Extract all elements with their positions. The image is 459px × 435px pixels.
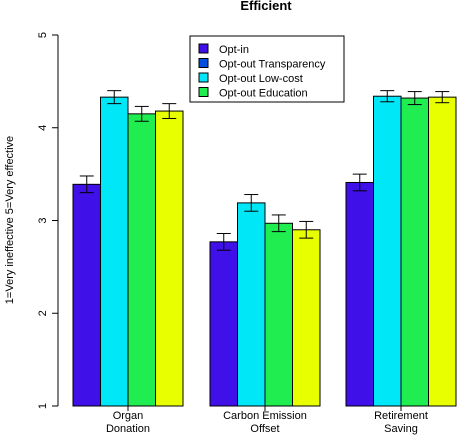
bar bbox=[237, 202, 266, 407]
legend-swatch bbox=[198, 58, 209, 68]
y-axis: 1 2 3 4 5 bbox=[37, 32, 59, 409]
legend-label: Opt-out Low-cost bbox=[219, 73, 303, 85]
bar bbox=[127, 113, 156, 407]
legend-box bbox=[189, 35, 345, 103]
bar bbox=[345, 181, 374, 407]
x-tick-label: Organ bbox=[113, 410, 144, 422]
x-tick-label: Offset bbox=[250, 423, 279, 435]
y-tick-label: 5 bbox=[37, 32, 49, 38]
y-tick-label: 3 bbox=[37, 217, 49, 223]
y-tick-label: 2 bbox=[37, 310, 49, 316]
legend-label: Opt-out Education bbox=[219, 88, 308, 100]
x-tick-label: Donation bbox=[106, 423, 150, 435]
bar bbox=[428, 96, 457, 407]
y-tick-label: 1 bbox=[37, 403, 49, 409]
bar bbox=[209, 241, 238, 407]
bar bbox=[155, 110, 184, 407]
x-tick-label: Saving bbox=[384, 423, 418, 435]
bar bbox=[292, 229, 321, 407]
legend-swatch bbox=[198, 72, 209, 83]
bar bbox=[264, 222, 293, 407]
x-tick-label: Carbon Emission bbox=[223, 410, 307, 422]
bar bbox=[373, 95, 402, 407]
bar bbox=[72, 183, 101, 407]
y-tick-label: 4 bbox=[37, 125, 49, 131]
x-tick-label: Retirement bbox=[374, 410, 428, 422]
bars bbox=[72, 90, 457, 407]
chart-title: Efficient bbox=[240, 0, 292, 13]
legend-swatch bbox=[198, 87, 209, 97]
legend-label: Opt-out Transparency bbox=[219, 59, 326, 71]
bar bbox=[400, 97, 429, 407]
bar bbox=[100, 96, 129, 407]
legend-swatch bbox=[198, 43, 209, 54]
legend-label: Opt-in bbox=[219, 44, 249, 56]
legend: Opt-in Opt-out Transparency Opt-out Low-co… bbox=[189, 35, 345, 103]
y-axis-label: 1=Very ineffective 5=Very effective bbox=[4, 136, 16, 304]
